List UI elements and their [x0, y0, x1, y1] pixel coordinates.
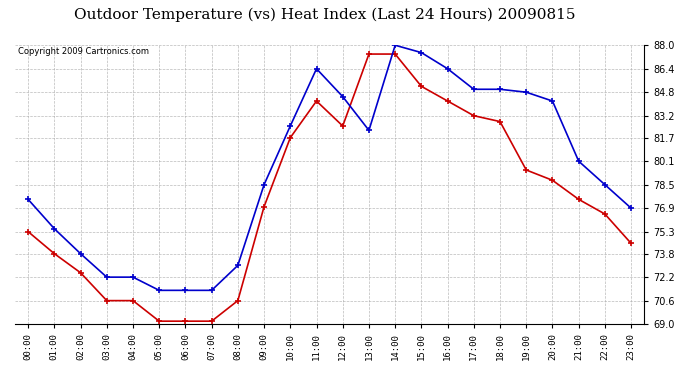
Text: Copyright 2009 Cartronics.com: Copyright 2009 Cartronics.com	[18, 46, 149, 56]
Text: Outdoor Temperature (vs) Heat Index (Last 24 Hours) 20090815: Outdoor Temperature (vs) Heat Index (Las…	[74, 8, 575, 22]
